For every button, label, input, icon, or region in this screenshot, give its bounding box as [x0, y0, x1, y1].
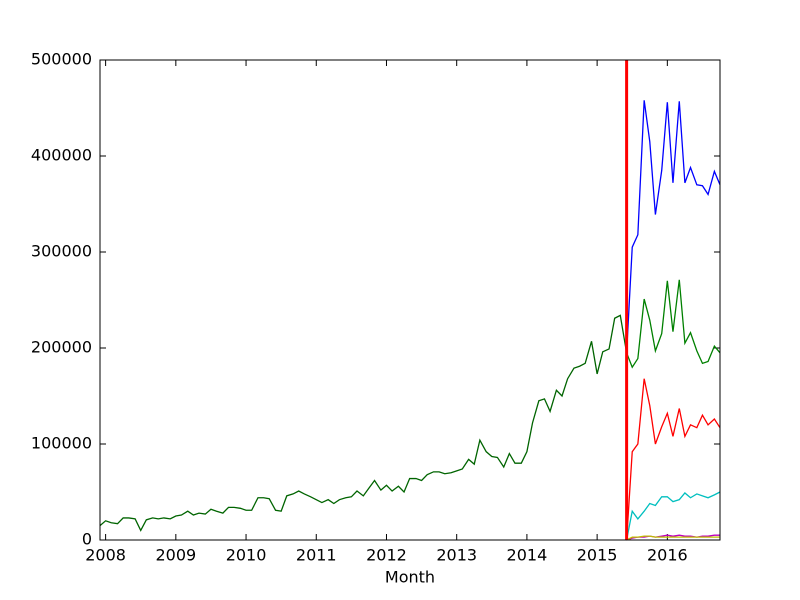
series-line — [99, 314, 628, 532]
x-axis-label: Month — [385, 568, 435, 587]
y-tick-label: 100000 — [31, 434, 92, 453]
y-tick-label: 0 — [82, 530, 92, 549]
y-tick-label: 500000 — [31, 50, 92, 69]
x-tick-label: 2014 — [507, 546, 548, 565]
series-line — [626, 535, 720, 541]
x-tick-label: 2010 — [226, 546, 267, 565]
x-tick-label: 2008 — [85, 546, 126, 565]
series-line — [626, 279, 721, 369]
x-tick-label: 2009 — [155, 546, 196, 565]
x-tick-label: 2016 — [647, 546, 688, 565]
x-tick-label: 2011 — [296, 546, 337, 565]
plot-frame — [99, 59, 721, 541]
x-tick-label: 2015 — [577, 546, 618, 565]
y-tick-label: 400000 — [31, 146, 92, 165]
x-tick-label: 2012 — [366, 546, 407, 565]
series-line — [625, 100, 721, 353]
y-tick-label: 200000 — [31, 338, 92, 357]
series-line — [625, 378, 721, 541]
x-tick-label: 2013 — [436, 546, 477, 565]
series-line — [625, 491, 721, 541]
y-tick-label: 300000 — [31, 242, 92, 261]
